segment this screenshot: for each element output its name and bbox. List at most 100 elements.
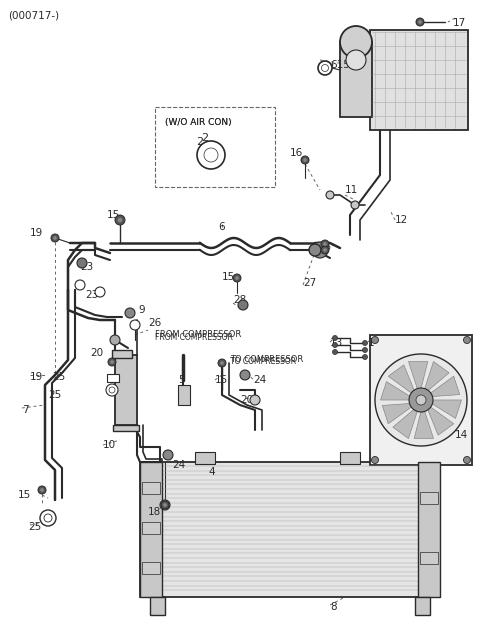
Text: 4: 4 — [208, 467, 215, 477]
Text: FROM COMPRESSOR: FROM COMPRESSOR — [155, 333, 233, 342]
Text: 24: 24 — [253, 375, 266, 385]
Circle shape — [317, 247, 323, 253]
Text: 10: 10 — [103, 440, 116, 450]
Circle shape — [250, 395, 260, 405]
Circle shape — [362, 341, 368, 346]
Circle shape — [333, 335, 337, 341]
Circle shape — [238, 300, 248, 310]
Circle shape — [322, 65, 328, 72]
Text: 2: 2 — [202, 133, 209, 143]
Bar — [142, 522, 160, 534]
Circle shape — [197, 141, 225, 169]
Polygon shape — [425, 403, 454, 435]
Bar — [112, 350, 132, 358]
Text: 15: 15 — [18, 490, 31, 500]
Circle shape — [312, 242, 328, 258]
Polygon shape — [393, 404, 420, 438]
Polygon shape — [408, 362, 428, 396]
Circle shape — [240, 370, 250, 380]
Bar — [140, 462, 162, 597]
Circle shape — [38, 486, 46, 494]
Bar — [370, 335, 472, 465]
Text: 2: 2 — [196, 137, 203, 147]
Bar — [142, 482, 160, 494]
Text: (W/O AIR CON): (W/O AIR CON) — [165, 118, 232, 127]
Circle shape — [323, 248, 327, 252]
Bar — [418, 462, 440, 597]
Text: 9: 9 — [138, 305, 144, 315]
Bar — [178, 385, 190, 405]
Text: 16: 16 — [290, 148, 303, 158]
Circle shape — [110, 360, 114, 364]
Circle shape — [163, 503, 167, 507]
Text: 6150: 6150 — [330, 60, 356, 70]
Circle shape — [309, 244, 321, 256]
Bar — [370, 30, 468, 130]
Bar — [113, 425, 139, 431]
Text: 25: 25 — [48, 390, 61, 400]
Text: 18: 18 — [148, 507, 161, 517]
Text: 20: 20 — [90, 348, 103, 358]
Polygon shape — [414, 404, 433, 438]
Text: 25: 25 — [318, 242, 331, 252]
Text: 11: 11 — [345, 185, 358, 195]
Text: 7: 7 — [22, 405, 29, 415]
Circle shape — [301, 156, 309, 164]
Text: 23: 23 — [80, 262, 93, 272]
Circle shape — [416, 395, 426, 405]
Circle shape — [351, 201, 359, 209]
Text: 14: 14 — [455, 430, 468, 440]
Circle shape — [372, 456, 379, 463]
Circle shape — [464, 337, 470, 344]
Text: 13: 13 — [330, 338, 343, 348]
Polygon shape — [382, 403, 417, 424]
Circle shape — [303, 158, 307, 162]
Bar — [142, 562, 160, 574]
Circle shape — [318, 61, 332, 75]
Circle shape — [44, 514, 52, 522]
Text: 12: 12 — [395, 215, 408, 225]
Circle shape — [321, 246, 329, 254]
Circle shape — [53, 236, 57, 240]
Circle shape — [160, 500, 170, 510]
Bar — [415, 597, 430, 615]
Circle shape — [125, 308, 135, 318]
Polygon shape — [426, 400, 461, 419]
Circle shape — [163, 450, 173, 460]
Text: 1: 1 — [368, 338, 374, 348]
Circle shape — [161, 501, 169, 509]
Text: 5: 5 — [178, 375, 185, 385]
Text: (W/O AIR CON): (W/O AIR CON) — [165, 118, 232, 127]
Polygon shape — [381, 381, 416, 400]
Circle shape — [333, 343, 337, 348]
Circle shape — [77, 258, 87, 268]
Circle shape — [326, 191, 334, 199]
Circle shape — [40, 488, 44, 492]
Circle shape — [416, 18, 424, 26]
Circle shape — [95, 287, 105, 297]
Circle shape — [115, 215, 125, 225]
Text: 20: 20 — [240, 395, 253, 405]
Text: 25: 25 — [28, 522, 41, 532]
Polygon shape — [388, 365, 417, 397]
Polygon shape — [422, 362, 449, 396]
Circle shape — [340, 26, 372, 58]
Circle shape — [235, 276, 239, 280]
Bar — [150, 597, 165, 615]
Circle shape — [362, 355, 368, 360]
Text: 15: 15 — [222, 272, 235, 282]
Circle shape — [51, 234, 59, 242]
Circle shape — [409, 388, 433, 412]
Text: 19: 19 — [30, 372, 43, 382]
Circle shape — [106, 384, 118, 396]
Text: 25: 25 — [52, 372, 65, 382]
Circle shape — [75, 280, 85, 290]
Text: (000717-): (000717-) — [8, 10, 59, 20]
Text: 22: 22 — [178, 393, 191, 403]
Text: 24: 24 — [172, 460, 185, 470]
Text: 27: 27 — [303, 278, 316, 288]
Circle shape — [218, 359, 226, 367]
Text: 15: 15 — [107, 210, 120, 220]
Text: 17: 17 — [453, 18, 466, 28]
Bar — [115, 355, 137, 425]
